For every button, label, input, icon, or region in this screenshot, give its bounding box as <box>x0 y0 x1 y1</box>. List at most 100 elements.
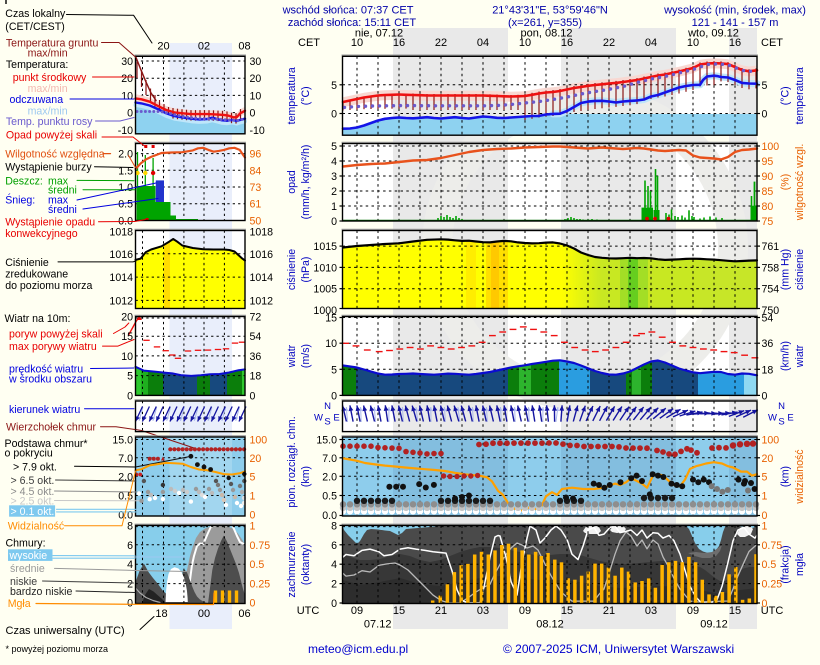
svg-text:2: 2 <box>127 579 133 591</box>
svg-text:pon, 08.12: pon, 08.12 <box>521 28 573 40</box>
svg-text:bardzo niskie: bardzo niskie <box>10 586 73 598</box>
svg-text:09: 09 <box>519 605 531 617</box>
svg-text:04: 04 <box>477 37 489 49</box>
svg-text:21°43'31"E, 53°59'46"N: 21°43'31"E, 53°59'46"N <box>492 4 608 16</box>
svg-text:5: 5 <box>331 364 337 376</box>
svg-text:wysokość (min, środek, max): wysokość (min, środek, max) <box>663 4 806 16</box>
svg-text:W: W <box>314 413 323 424</box>
svg-text:(frakcja): (frakcja) <box>780 545 792 583</box>
svg-text:0: 0 <box>127 598 133 610</box>
svg-text:09: 09 <box>687 605 699 617</box>
svg-text:1010: 1010 <box>313 262 337 274</box>
svg-text:96: 96 <box>250 149 262 161</box>
svg-text:80: 80 <box>762 201 774 213</box>
svg-text:Opad powyżej skali: Opad powyżej skali <box>6 129 97 141</box>
svg-text:(CET/CEST): (CET/CEST) <box>5 21 64 33</box>
svg-text:średnie: średnie <box>10 563 45 575</box>
svg-text:max/min: max/min <box>28 47 68 59</box>
svg-text:0.5: 0.5 <box>322 491 337 503</box>
svg-text:21: 21 <box>603 605 615 617</box>
svg-text:1016: 1016 <box>250 249 274 261</box>
svg-text:1014: 1014 <box>250 272 274 284</box>
svg-text:2.0: 2.0 <box>118 471 133 483</box>
svg-text:6: 6 <box>331 540 337 552</box>
svg-text:02: 02 <box>198 41 210 53</box>
svg-text:nie, 07.12: nie, 07.12 <box>355 28 403 40</box>
svg-text:Chmury:: Chmury: <box>6 537 46 549</box>
svg-text:0.5: 0.5 <box>118 199 133 211</box>
svg-text:opad: opad <box>286 170 298 194</box>
svg-text:(oktanty): (oktanty) <box>300 544 312 585</box>
svg-text:wiatr: wiatr <box>286 344 298 368</box>
svg-text:4: 4 <box>127 559 133 571</box>
svg-text:ciśnienie: ciśnienie <box>286 249 298 290</box>
svg-text:61: 61 <box>250 199 262 211</box>
svg-text:18: 18 <box>762 364 774 376</box>
svg-text:pion. rozciągł. chm.: pion. rozciągł. chm. <box>286 416 298 507</box>
svg-text:21: 21 <box>435 605 447 617</box>
svg-text:5: 5 <box>331 141 337 153</box>
svg-text:(x=261, y=355): (x=261, y=355) <box>508 17 582 29</box>
svg-text:CET: CET <box>761 37 783 49</box>
svg-text:75: 75 <box>762 216 774 228</box>
svg-text:Wilgotność względna: Wilgotność względna <box>5 149 105 161</box>
svg-text:temperatura: temperatura <box>286 67 298 124</box>
svg-text:max porywy wiatru: max porywy wiatru <box>9 341 97 353</box>
svg-text:0: 0 <box>331 216 337 228</box>
svg-text:UTC: UTC <box>297 605 320 617</box>
svg-text:konwekcyjnego: konwekcyjnego <box>5 228 78 240</box>
svg-text:10: 10 <box>325 338 337 350</box>
svg-text:85: 85 <box>762 186 774 198</box>
svg-text:0: 0 <box>127 390 133 402</box>
svg-text:03: 03 <box>477 605 489 617</box>
svg-text:wiatr: wiatr <box>794 344 806 368</box>
svg-text:10: 10 <box>121 351 133 363</box>
svg-text:Mgła: Mgła <box>8 598 31 610</box>
svg-text:E: E <box>787 413 793 424</box>
svg-text:54: 54 <box>762 313 774 325</box>
svg-text:zachód słońca: 15:11 CET: zachód słońca: 15:11 CET <box>288 17 416 29</box>
svg-text:W: W <box>768 413 777 424</box>
svg-text:20: 20 <box>250 453 262 465</box>
svg-text:22: 22 <box>435 37 447 49</box>
svg-text:5: 5 <box>762 80 768 92</box>
svg-text:(hPa): (hPa) <box>300 257 312 283</box>
svg-text:© 2007-2025 ICM, Uniwersytet W: © 2007-2025 ICM, Uniwersytet Warszawski <box>503 642 734 656</box>
svg-text:S: S <box>778 417 784 428</box>
svg-text:30: 30 <box>121 56 133 68</box>
svg-text:8: 8 <box>331 520 337 532</box>
svg-text:07.12: 07.12 <box>364 619 392 631</box>
svg-text:100: 100 <box>762 141 780 153</box>
svg-text:CET: CET <box>298 37 320 49</box>
svg-text:3: 3 <box>331 171 337 183</box>
svg-text:1015: 1015 <box>313 241 337 253</box>
svg-text:5: 5 <box>250 471 256 483</box>
svg-text:Wierzchołek chmur: Wierzchołek chmur <box>6 422 97 434</box>
svg-text:zredukowane: zredukowane <box>5 269 68 281</box>
svg-text:18: 18 <box>155 608 167 620</box>
svg-text:Deszcz:: Deszcz: <box>5 175 43 187</box>
svg-text:o pokryciu: o pokryciu <box>5 447 53 459</box>
svg-text:100: 100 <box>250 435 268 447</box>
svg-text:0.5: 0.5 <box>762 559 777 571</box>
svg-text:0: 0 <box>250 108 256 120</box>
svg-text:(km/h): (km/h) <box>780 341 792 371</box>
svg-text:2: 2 <box>331 186 337 198</box>
svg-text:0.25: 0.25 <box>250 579 271 591</box>
svg-text:N: N <box>324 401 331 412</box>
svg-text:1018: 1018 <box>109 227 133 239</box>
svg-text:73: 73 <box>250 182 262 194</box>
svg-text:08.12: 08.12 <box>536 619 564 631</box>
svg-text:100: 100 <box>762 435 780 447</box>
svg-text:E: E <box>333 413 339 424</box>
svg-text:09: 09 <box>351 605 363 617</box>
svg-text:Śnieg:: Śnieg: <box>5 193 35 206</box>
svg-text:15.0: 15.0 <box>112 435 133 447</box>
svg-text:Widzialność: Widzialność <box>8 521 65 533</box>
svg-text:w środku obszaru: w środku obszaru <box>8 374 92 386</box>
svg-text:04: 04 <box>645 37 657 49</box>
svg-text:temperatura: temperatura <box>794 67 806 124</box>
svg-text:do poziomu morza: do poziomu morza <box>5 280 92 292</box>
svg-text:4: 4 <box>331 559 337 571</box>
svg-text:5: 5 <box>762 471 768 483</box>
